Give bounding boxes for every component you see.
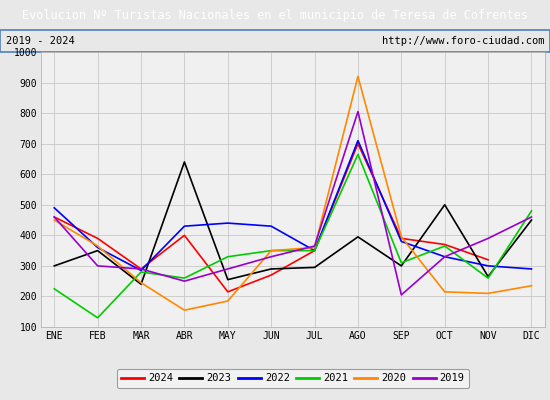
Text: 2019 - 2024: 2019 - 2024: [6, 36, 74, 46]
Legend: 2024, 2023, 2022, 2021, 2020, 2019: 2024, 2023, 2022, 2021, 2020, 2019: [117, 369, 469, 388]
Text: Evolucion Nº Turistas Nacionales en el municipio de Teresa de Cofrentes: Evolucion Nº Turistas Nacionales en el m…: [22, 8, 528, 22]
Text: http://www.foro-ciudad.com: http://www.foro-ciudad.com: [382, 36, 544, 46]
